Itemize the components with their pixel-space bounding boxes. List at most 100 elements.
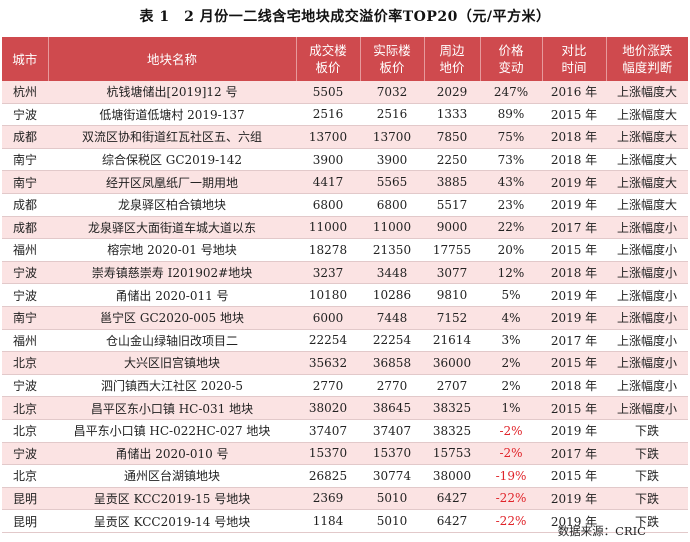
parcel-name-cell: 龙泉驿区柏合镇地块 bbox=[48, 193, 296, 217]
trend-judgement-cell: 上涨幅度大 bbox=[606, 81, 688, 104]
column-header-line: 板价 bbox=[315, 60, 341, 75]
nearby-price-cell: 2250 bbox=[424, 148, 480, 172]
city-cell: 宁波 bbox=[2, 103, 48, 127]
nearby-price-cell: 17755 bbox=[424, 238, 480, 262]
nearby-price-cell: 38325 bbox=[424, 396, 480, 420]
deal-price-cell: 11000 bbox=[296, 216, 360, 240]
trend-judgement-cell: 上涨幅度大 bbox=[606, 103, 688, 127]
nearby-price-cell: 21614 bbox=[424, 329, 480, 353]
parcel-name-cell: 昌平区东小口镇 HC-031 地块 bbox=[48, 396, 296, 420]
price-change-cell: 247% bbox=[480, 81, 542, 104]
price-change-cell: -22% bbox=[480, 487, 542, 511]
parcel-name-cell: 通州区台湖镇地块 bbox=[48, 464, 296, 488]
deal-price-cell: 15370 bbox=[296, 442, 360, 466]
compare-time-cell: 2019 年 bbox=[542, 170, 606, 194]
trend-judgement-cell: 下跌 bbox=[606, 442, 688, 466]
city-cell: 宁波 bbox=[2, 283, 48, 307]
parcel-name-cell: 呈贡区 KCC2019-15 号地块 bbox=[48, 487, 296, 511]
deal-price-cell: 6000 bbox=[296, 306, 360, 330]
price-change-cell: 2% bbox=[480, 374, 542, 398]
column-header-line: 板价 bbox=[379, 60, 405, 75]
nearby-price-cell: 3077 bbox=[424, 261, 480, 285]
parcel-name-cell: 仓山金山绿轴旧改项目二 bbox=[48, 329, 296, 353]
trend-judgement-cell: 上涨幅度小 bbox=[606, 329, 688, 353]
column-header-line: 成交楼 bbox=[309, 43, 347, 58]
deal-price-cell: 10180 bbox=[296, 283, 360, 307]
trend-judgement-cell: 上涨幅度小 bbox=[606, 216, 688, 240]
compare-time-cell: 2015 年 bbox=[542, 396, 606, 420]
price-change-cell: -2% bbox=[480, 419, 542, 443]
city-cell: 福州 bbox=[2, 238, 48, 262]
column-header: 对比 时间 bbox=[542, 37, 607, 81]
parcel-name-cell: 大兴区旧宫镇地块 bbox=[48, 351, 296, 375]
parcel-name-cell: 龙泉驿区大面街道车城大道以东 bbox=[48, 216, 296, 240]
table-row: 南宁 经开区凤凰纸厂一期用地 4417 5565 3885 43% 2019 年上涨幅度大 bbox=[2, 170, 688, 194]
nearby-price-cell: 38325 bbox=[424, 419, 480, 443]
trend-judgement-cell: 下跌 bbox=[606, 509, 688, 533]
nearby-price-cell: 2707 bbox=[424, 374, 480, 398]
table-body: 杭州 杭钱塘储出[2019]12 号 5505 7032 2029 247% 2016 年上… bbox=[2, 81, 688, 533]
price-change-cell: 5% bbox=[480, 283, 542, 307]
actual-price-cell: 10286 bbox=[360, 283, 424, 307]
column-header: 价格 变动 bbox=[480, 37, 543, 81]
actual-price-cell: 21350 bbox=[360, 238, 424, 262]
price-change-cell: 12% bbox=[480, 261, 542, 285]
city-cell: 昆明 bbox=[2, 509, 48, 533]
actual-price-cell: 11000 bbox=[360, 216, 424, 240]
parcel-name-cell: 综合保税区 GC2019-142 bbox=[48, 148, 296, 172]
column-header-line: 价格 bbox=[498, 43, 524, 58]
table-row: 南宁 综合保税区 GC2019-142 3900 3900 2250 73% 2018 年上… bbox=[2, 148, 688, 172]
actual-price-cell: 3900 bbox=[360, 148, 424, 172]
compare-time-cell: 2018 年 bbox=[542, 374, 606, 398]
actual-price-cell: 6800 bbox=[360, 193, 424, 217]
deal-price-cell: 4417 bbox=[296, 170, 360, 194]
column-header: 实际楼 板价 bbox=[360, 37, 425, 81]
table-row: 成都 双流区协和街道红瓦社区五、六组 13700 13700 7850 75% 2018 年… bbox=[2, 125, 688, 149]
table-title: 表 1 2 月份一二线含宅地块成交溢价率TOP20（元/平方米） bbox=[139, 9, 551, 25]
actual-price-cell: 36858 bbox=[360, 351, 424, 375]
nearby-price-cell: 1333 bbox=[424, 103, 480, 127]
data-table: 城市 地块名称 成交楼 板价 实际楼 板价 周边 地价 价格 变动 对比 时间 地价涨跌 幅度判断 杭州杭… bbox=[2, 37, 688, 533]
trend-judgement-cell: 下跌 bbox=[606, 464, 688, 488]
table-row: 成都 龙泉驿区柏合镇地块 6800 6800 5517 23% 2019 年上涨幅度大 bbox=[2, 193, 688, 217]
city-cell: 北京 bbox=[2, 419, 48, 443]
parcel-name-cell: 杭钱塘储出[2019]12 号 bbox=[48, 81, 296, 104]
city-cell: 成都 bbox=[2, 216, 48, 240]
parcel-name-cell: 榕宗地 2020-01 号地块 bbox=[48, 238, 296, 262]
nearby-price-cell: 3885 bbox=[424, 170, 480, 194]
nearby-price-cell: 7850 bbox=[424, 125, 480, 149]
table-row: 昆明 呈贡区 KCC2019-14 号地块 1184 5010 6427 -22% 2019… bbox=[2, 509, 688, 533]
city-cell: 昆明 bbox=[2, 487, 48, 511]
table-row: 昆明 呈贡区 KCC2019-15 号地块 2369 5010 6427 -22% 2019… bbox=[2, 487, 688, 511]
deal-price-cell: 3237 bbox=[296, 261, 360, 285]
nearby-price-cell: 5517 bbox=[424, 193, 480, 217]
trend-judgement-cell: 上涨幅度大 bbox=[606, 193, 688, 217]
city-cell: 宁波 bbox=[2, 442, 48, 466]
actual-price-cell: 7448 bbox=[360, 306, 424, 330]
nearby-price-cell: 38000 bbox=[424, 464, 480, 488]
trend-judgement-cell: 上涨幅度小 bbox=[606, 238, 688, 262]
price-change-cell: 3% bbox=[480, 329, 542, 353]
nearby-price-cell: 9810 bbox=[424, 283, 480, 307]
deal-price-cell: 2516 bbox=[296, 103, 360, 127]
table-row: 南宁 邕宁区 GC2020-005 地块 6000 7448 7152 4% 2019 年上… bbox=[2, 306, 688, 330]
source-note: 数据来源：CRIC bbox=[557, 524, 646, 538]
parcel-name-cell: 甬储出 2020-010 号 bbox=[48, 442, 296, 466]
table-row: 北京 昌平东小口镇 HC-022HC-027 地块 37407 37407 38325-… bbox=[2, 419, 688, 443]
nearby-price-cell: 2029 bbox=[424, 81, 480, 104]
deal-price-cell: 2369 bbox=[296, 487, 360, 511]
actual-price-cell: 2516 bbox=[360, 103, 424, 127]
compare-time-cell: 2015 年 bbox=[542, 464, 606, 488]
compare-time-cell: 2017 年 bbox=[542, 216, 606, 240]
price-change-cell: 43% bbox=[480, 170, 542, 194]
actual-price-cell: 5565 bbox=[360, 170, 424, 194]
compare-time-cell: 2019 年 bbox=[542, 487, 606, 511]
city-cell: 南宁 bbox=[2, 306, 48, 330]
compare-time-cell: 2018 年 bbox=[542, 148, 606, 172]
price-change-cell: -2% bbox=[480, 442, 542, 466]
actual-price-cell: 5010 bbox=[360, 509, 424, 533]
table-row: 宁波 甬储出 2020-010 号 15370 15370 15753 -2% 2017 年… bbox=[2, 442, 688, 466]
compare-time-cell: 2016 年 bbox=[542, 81, 606, 104]
compare-time-cell: 2017 年 bbox=[542, 442, 606, 466]
table-row: 宁波 甬储出 2020-011 号 10180 10286 9810 5% 2019 年上涨… bbox=[2, 283, 688, 307]
